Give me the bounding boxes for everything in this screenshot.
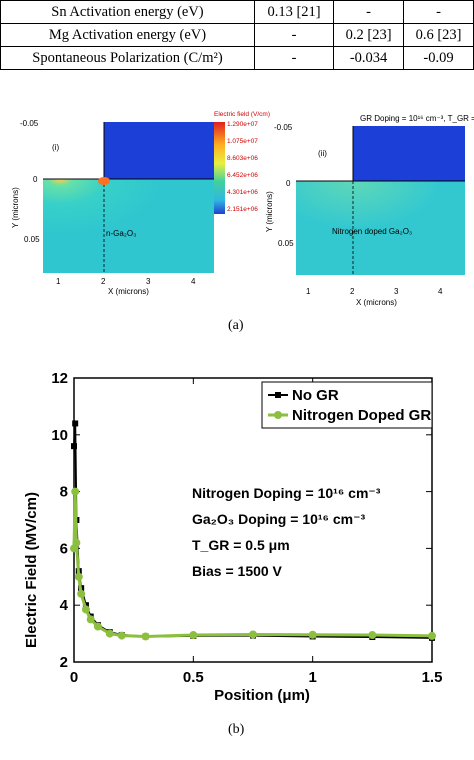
series-line-no-gr <box>73 423 433 639</box>
y-tick: 0 <box>33 175 38 184</box>
legend-entry: Nitrogen Doped GR <box>292 407 431 424</box>
x-tick: 2 <box>350 287 355 296</box>
data-point <box>308 630 317 639</box>
data-point <box>117 631 126 640</box>
data-point <box>72 538 81 547</box>
table-cell: - <box>253 23 335 47</box>
table-cell: Sn Activation energy (eV) <box>0 0 255 24</box>
colorbar-value: 1.075e+07 <box>227 138 258 145</box>
data-point <box>71 487 80 496</box>
table-cell: - <box>253 46 335 70</box>
field-map-no-gr: (i) No GR n-Ga₂O₃ Electric field (V/cm) … <box>11 111 270 296</box>
colorbar-value: 8.603e+06 <box>227 155 258 162</box>
y-tick: 0 <box>286 179 291 188</box>
y-tick-label: 8 <box>60 484 68 501</box>
table-cell: - <box>403 0 474 24</box>
region-label: n-Ga₂O₃ <box>106 229 136 238</box>
x-tick: 4 <box>438 287 443 296</box>
data-point <box>249 630 257 639</box>
y-axis-label: Electric Field (MV/cm) <box>23 492 40 648</box>
x-tick: 4 <box>191 277 196 286</box>
x-tick: 2 <box>101 277 106 286</box>
caption-a: (a) <box>228 318 244 333</box>
x-tick-label: 0.5 <box>183 669 204 686</box>
y-tick: 0.05 <box>24 235 40 244</box>
annotation: Ga₂O₃ Doping = 10¹⁶ cm⁻³ <box>192 511 366 527</box>
colorbar-value: 1.290e+07 <box>227 121 258 128</box>
table-cell: - <box>333 0 405 24</box>
colorbar-value: 4.301e+06 <box>227 189 258 196</box>
colorbar-value: 6.452e+06 <box>227 172 258 179</box>
x-axis-label: Position (μm) <box>214 687 310 704</box>
caption-b: (b) <box>228 722 245 737</box>
panel-tag: (ii) <box>318 149 327 158</box>
panel-title: No GR <box>130 114 155 123</box>
x-axis-label: X (microns) <box>356 298 397 307</box>
data-point <box>86 615 95 624</box>
annotation: Nitrogen Doping = 10¹⁶ cm⁻³ <box>192 485 381 501</box>
series-line-nitrogen-doped-gr <box>72 491 433 638</box>
data-point <box>368 631 377 640</box>
y-tick-label: 2 <box>60 654 68 671</box>
panel-tag: (i) <box>52 143 59 152</box>
y-tick-label: 4 <box>60 597 69 614</box>
x-tick-label: 1.5 <box>422 669 443 686</box>
table-cell: 0.6 [23] <box>403 23 474 47</box>
table-cell: Spontaneous Polarization (C/m²) <box>0 46 255 70</box>
y-tick-label: 10 <box>51 427 68 444</box>
y-axis-label: Y (microns) <box>11 187 20 228</box>
table-cell: 0.13 [21] <box>253 0 335 24</box>
table-cell: Mg Activation energy (eV) <box>0 23 255 47</box>
region-label: Nitrogen doped Ga₂O₃ <box>332 227 412 236</box>
data-point <box>189 631 198 640</box>
data-point <box>72 420 79 427</box>
x-tick-label: 0 <box>70 669 78 686</box>
parameter-table: Sn Activation energy (eV) 0.13 [21] - - … <box>0 0 474 70</box>
x-tick: 1 <box>306 287 311 296</box>
table-row: Spontaneous Polarization (C/m²) - -0.034… <box>0 46 474 70</box>
table-cell: -0.034 <box>333 46 405 70</box>
electric-field-chart: 2 4 6 8 10 12 0 0.5 1 1.5 No GR Nitrogen Doped GR… <box>23 370 443 704</box>
y-tick: -0.05 <box>274 123 293 132</box>
figure-a: (i) No GR n-Ga₂O₃ Electric field (V/cm) … <box>11 111 474 307</box>
table-row: Mg Activation energy (eV) - 0.2 [23] 0.6… <box>0 23 474 47</box>
data-point <box>74 572 83 581</box>
annotation: Bias = 1500 V <box>192 563 283 579</box>
data-point <box>93 622 102 631</box>
table-row: Sn Activation energy (eV) 0.13 [21] - - <box>0 0 474 24</box>
data-point <box>428 631 436 640</box>
x-tick: 3 <box>394 287 399 296</box>
annotation: T_GR = 0.5 μm <box>192 537 290 553</box>
colorbar-value: 2.151e+06 <box>227 206 258 213</box>
table-cell: 0.2 [23] <box>333 23 405 47</box>
legend-entry: No GR <box>292 387 339 404</box>
x-tick: 1 <box>56 277 61 286</box>
data-point <box>77 589 86 598</box>
y-tick-label: 12 <box>51 370 68 387</box>
data-point <box>105 629 114 638</box>
colorbar-title: Electric field (V/cm) <box>214 111 270 118</box>
data-point <box>81 605 90 614</box>
data-point <box>141 632 150 641</box>
x-tick: 3 <box>146 277 151 286</box>
table-cell: -0.09 <box>403 46 474 70</box>
y-tick-label: 6 <box>60 540 68 557</box>
y-axis-label: Y (microns) <box>265 191 274 232</box>
data-point <box>71 443 77 450</box>
y-tick: 0.05 <box>278 239 294 248</box>
y-tick: -0.05 <box>20 119 39 128</box>
x-tick-label: 1 <box>308 669 316 686</box>
panel-title: GR Doping = 10¹⁶ cm⁻³, T_GR = 1um <box>360 114 474 123</box>
x-axis-label: X (microns) <box>108 287 149 296</box>
legend: No GR Nitrogen Doped GR <box>261 381 433 429</box>
field-map-nitrogen-gr: (ii) GR Doping = 10¹⁶ cm⁻³, T_GR = 1um N… <box>265 114 474 307</box>
